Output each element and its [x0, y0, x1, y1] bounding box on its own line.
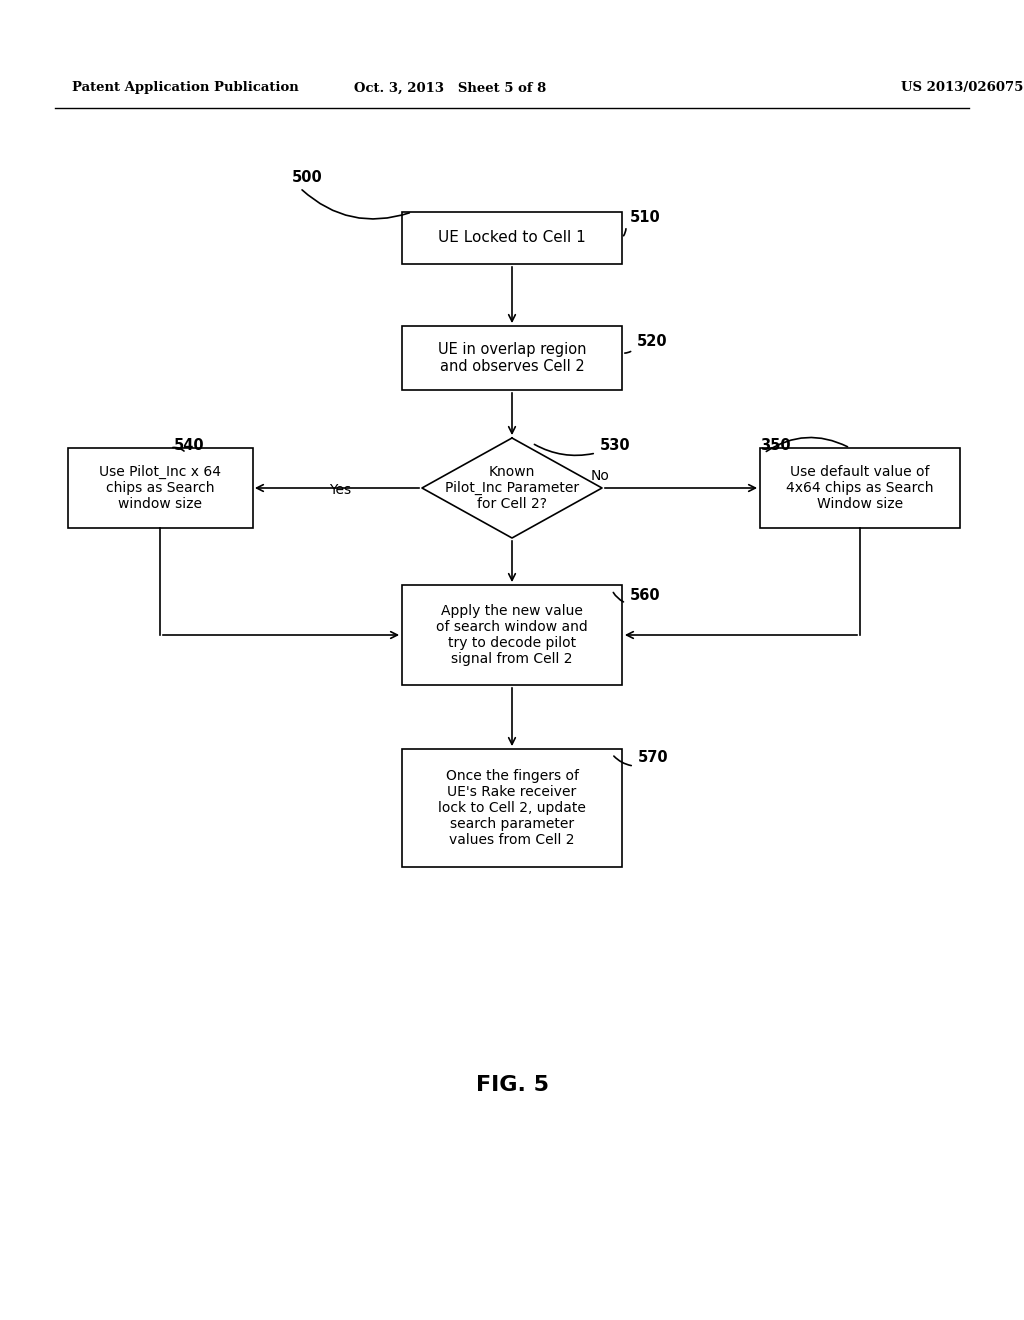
Text: Apply the new value
of search window and
try to decode pilot
signal from Cell 2: Apply the new value of search window and… [436, 603, 588, 667]
Text: Yes: Yes [329, 483, 351, 498]
Text: Patent Application Publication: Patent Application Publication [72, 82, 299, 95]
Text: Oct. 3, 2013   Sheet 5 of 8: Oct. 3, 2013 Sheet 5 of 8 [354, 82, 547, 95]
Text: 530: 530 [600, 437, 631, 453]
Bar [402, 326, 622, 389]
Text: FIG. 5: FIG. 5 [475, 1074, 549, 1096]
Text: US 2013/0260752 A1: US 2013/0260752 A1 [901, 82, 1024, 95]
Bar [402, 748, 622, 867]
Bar [402, 213, 622, 264]
Text: 570: 570 [638, 751, 669, 766]
Text: 510: 510 [630, 210, 660, 226]
Text: 500: 500 [292, 170, 323, 186]
Bar [68, 447, 253, 528]
Text: 540: 540 [174, 437, 205, 453]
Text: Once the fingers of
UE's Rake receiver
lock to Cell 2, update
search parameter
v: Once the fingers of UE's Rake receiver l… [438, 768, 586, 847]
Text: Use default value of
4x64 chips as Search
Window size: Use default value of 4x64 chips as Searc… [786, 465, 934, 511]
Bar [760, 447, 961, 528]
Text: Known
Pilot_Inc Parameter
for Cell 2?: Known Pilot_Inc Parameter for Cell 2? [445, 465, 579, 511]
Text: 350: 350 [760, 437, 791, 453]
Bar [402, 585, 622, 685]
Text: No: No [591, 469, 609, 483]
Text: Use Pilot_Inc x 64
chips as Search
window size: Use Pilot_Inc x 64 chips as Search windo… [99, 465, 221, 511]
Text: 560: 560 [630, 587, 660, 602]
Text: UE in overlap region
and observes Cell 2: UE in overlap region and observes Cell 2 [437, 342, 587, 374]
Text: UE Locked to Cell 1: UE Locked to Cell 1 [438, 231, 586, 246]
Text: 520: 520 [637, 334, 668, 350]
Polygon shape [422, 438, 602, 539]
